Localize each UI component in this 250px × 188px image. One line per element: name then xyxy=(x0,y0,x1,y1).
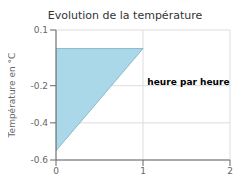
svg-text:-0.6: -0.6 xyxy=(30,155,48,165)
svg-text:2: 2 xyxy=(227,166,233,176)
svg-text:1: 1 xyxy=(140,166,146,176)
html-text:Evolution de la température: Evolution de la température xyxy=(47,9,203,22)
svg-text:heure par heure: heure par heure xyxy=(147,77,229,87)
svg-text:-0.2: -0.2 xyxy=(30,81,48,91)
svg-text:Température en °C: Température en °C xyxy=(8,53,17,139)
svg-text:-0.4: -0.4 xyxy=(30,118,48,128)
svg-text:0.1: 0.1 xyxy=(34,25,48,35)
svg-text:0: 0 xyxy=(53,166,59,176)
